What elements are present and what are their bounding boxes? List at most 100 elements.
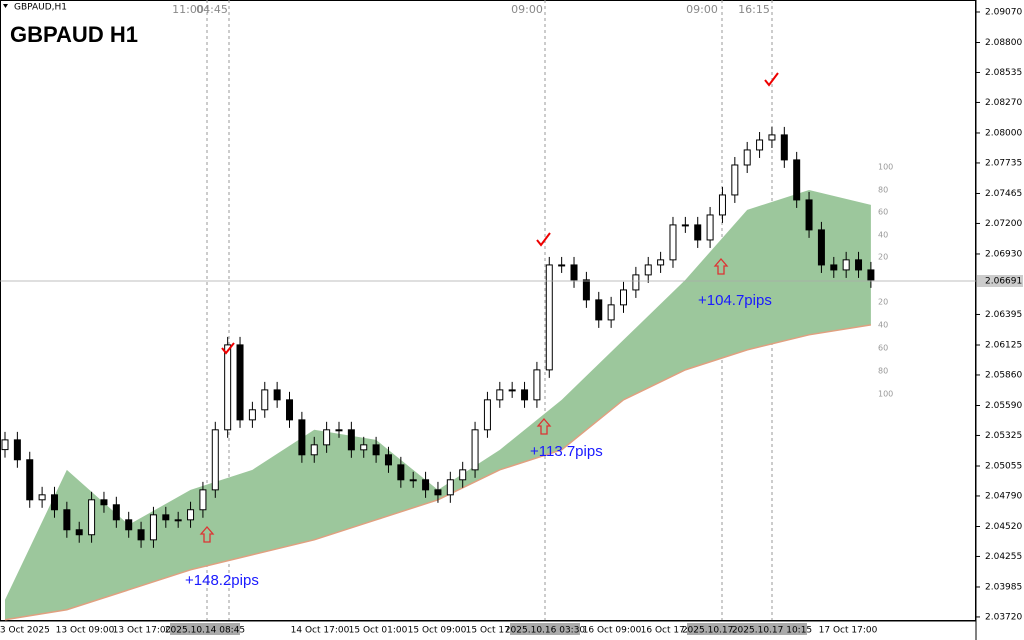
candle-body [533,369,541,401]
y-tick-label: 2.04255 [985,552,1022,562]
top-time-label: 16:15 [738,3,770,16]
pips-annotation: +104.7pips [698,292,772,309]
check [221,342,235,355]
candle-body [508,389,516,392]
candle-body [409,479,417,482]
candle-body [384,454,392,466]
candle-body [286,399,294,421]
candle-body [372,444,380,456]
x-tick-label: 13 Oct 17:00 [113,626,172,636]
x-tick-label: 16 Oct 17:00 [641,626,700,636]
candle-body [768,134,776,141]
level-label: 20 [878,253,888,262]
candle-layer [1,126,875,548]
up-arrow [199,526,215,543]
chart-title: GBPAUD H1 [10,22,138,47]
level-label: 60 [878,344,888,353]
candle-body [310,444,318,456]
candle-body [694,224,702,241]
y-tick-label: 2.06395 [985,310,1022,320]
x-tick-label: 15 Oct 09:00 [408,626,467,636]
level-label: 60 [878,208,888,217]
candle-body [446,479,454,496]
candle-body [780,134,788,161]
level-label: 80 [878,367,888,376]
candle-body [236,344,244,421]
candle-body [731,164,739,196]
y-tick-label: 2.08000 [985,128,1022,138]
y-tick-label: 2.08270 [985,98,1022,108]
y-tick-label: 2.07735 [985,158,1022,168]
candle-body [63,509,71,531]
y-tick-label: 2.09070 [985,7,1022,17]
candle-body [137,529,145,541]
candle-body [558,264,566,267]
pips-annotation: +113.7pips [530,443,603,460]
candle-body [224,344,232,431]
candle-body [607,304,615,321]
candle-body [162,514,170,521]
candle-body [100,499,108,506]
y-tick-label: 2.05055 [985,461,1022,471]
check [764,72,779,87]
y-tick-label: 2.08535 [985,68,1022,78]
candle-body [582,279,590,301]
candle-body [842,259,850,271]
y-tick-label: 2.03985 [985,582,1022,592]
candle-body [805,199,813,231]
y-tick-label: 2.07465 [985,189,1022,199]
candle-body [521,389,529,401]
y-tick-label: 2.06125 [985,340,1022,350]
candle-body [570,264,578,281]
x-tick-label: 2025.10.17 10:15 [732,626,812,636]
level-label: 100 [878,390,893,399]
x-tick-label: 2025.10.14 08:45 [165,626,245,636]
up-arrow [536,418,552,435]
candle-body [706,214,714,241]
level-label: 40 [878,321,888,330]
candle-body [434,489,442,496]
y-tick-label: 2.05860 [985,370,1022,380]
level-label: 20 [878,298,888,307]
top-time-label: 09:00 [511,3,543,16]
level-label: 100 [878,163,893,172]
candle-body [174,519,182,522]
signal-arrows [199,258,729,543]
x-label-highlight [510,623,580,635]
y-tick-label: 2.04520 [985,522,1022,532]
x-tick-label: 15 Oct 01:00 [349,626,408,636]
cloud-area [5,189,871,620]
candle-body [867,269,875,281]
candle-body [248,409,256,421]
current-price-box [977,274,1023,287]
candle-body [545,264,553,371]
candle-body [323,429,331,446]
candle-body [669,224,677,261]
y-tick-label: 2.08800 [985,38,1022,48]
x-tick-label: 17 Oct 17:00 [819,626,878,636]
level-label: 40 [878,231,888,240]
candle-body [422,479,430,491]
candle-body [830,264,838,271]
candle-body [298,419,306,456]
x-tick-label: 2025.10.16 03:30 [505,626,586,636]
candle-body [620,289,627,306]
x-tick-label: 13 Oct 2025 [0,626,50,636]
candle-body [50,494,58,511]
up-arrow [713,258,729,275]
window-title: GBPAUD,H1 [14,3,67,13]
x-tick-label: 13 Oct 09:00 [56,626,115,636]
x-tick-label: 2025.10.17 03:00 [682,626,763,636]
x-tick-label: 15 Oct 17:00 [466,626,525,636]
candle-body [273,389,281,401]
check-marks [221,72,779,355]
candle-body [483,399,491,431]
candle-body [459,469,467,481]
top-time-label: 09:00 [686,3,718,16]
candle-body [75,529,83,536]
y-tick-label: 2.05325 [985,431,1022,441]
candle-body [644,264,652,276]
candle-body [187,509,195,521]
y-tick-label: 2.03720 [985,612,1022,622]
